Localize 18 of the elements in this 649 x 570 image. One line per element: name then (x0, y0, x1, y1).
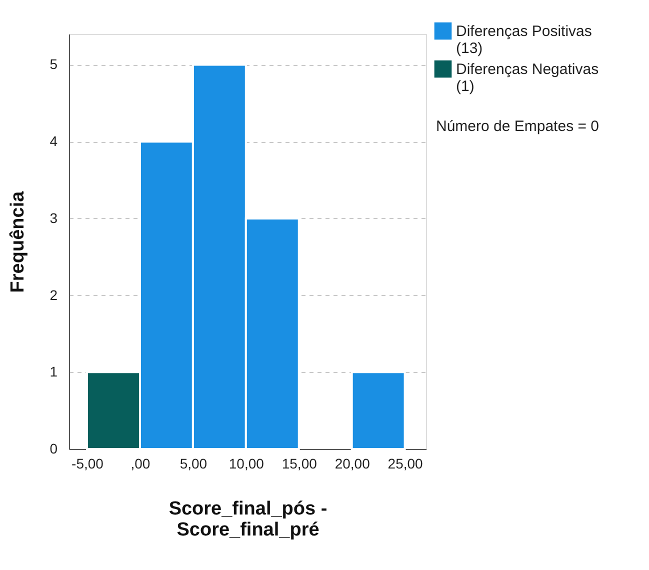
y-tick-label: 0 (50, 440, 58, 456)
x-tick-label: 20,00 (334, 456, 370, 472)
text: Número de Empates = 0 (436, 118, 600, 135)
x-tick-label: ,00 (130, 456, 150, 472)
legend-label: Diferenças Positivas (13) (456, 23, 592, 57)
legend-label: Diferenças Negativas (1) (456, 61, 599, 95)
x-tick-label: 10,00 (228, 456, 264, 472)
y-tick-label: 1 (50, 364, 58, 380)
x-tick-label: 5,00 (180, 456, 208, 472)
y-axis-title: Frequência (8, 190, 29, 293)
y-tick-label: 5 (50, 56, 58, 72)
x-tick-label: -5,00 (72, 456, 104, 472)
x-tick-label: 15,00 (282, 456, 318, 472)
y-tick-label: 3 (50, 210, 58, 226)
x-tick-label: 25,00 (388, 456, 424, 472)
y-tick-label: 4 (50, 133, 58, 150)
y-tick-label: 2 (50, 286, 58, 303)
x-axis-title: Score_final_pós - Score_final_pré (168, 498, 328, 540)
